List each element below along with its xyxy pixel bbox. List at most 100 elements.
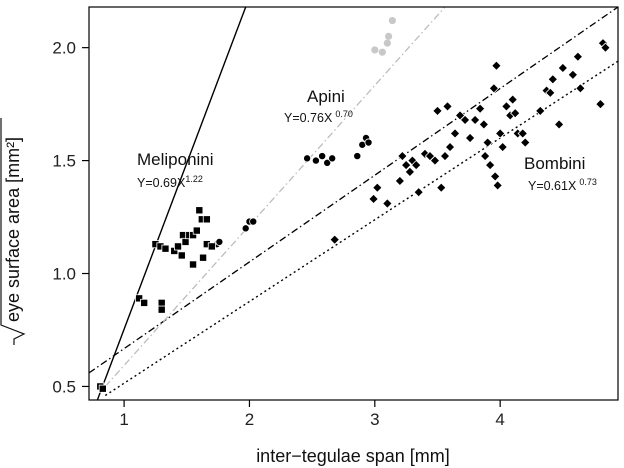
point-bombini — [439, 150, 451, 162]
fit-line-meliponini — [96, 7, 247, 400]
label-apini: Apini — [307, 87, 345, 106]
point-meliponini — [157, 305, 166, 314]
point-bombini — [600, 42, 611, 53]
equation-bombini: Y=0.61X 0.73 — [528, 177, 597, 193]
point-apini-light — [371, 46, 379, 54]
point-meliponini — [135, 294, 144, 303]
point-meliponini — [161, 244, 170, 253]
point-bombini — [575, 83, 586, 94]
point-meliponini — [192, 226, 201, 235]
point-bombini — [478, 119, 490, 130]
point-meliponini — [98, 384, 107, 393]
point-meliponini — [195, 206, 204, 215]
point-apini-light — [388, 16, 396, 25]
point-meliponini — [189, 260, 198, 269]
equation-meliponini: Y=0.69X1.22 — [137, 174, 203, 190]
point-apini — [215, 237, 224, 246]
sqrt-sign-icon — [0, 118, 26, 345]
point-bombini — [368, 193, 379, 205]
point-apini — [328, 154, 337, 163]
point-bombini — [474, 103, 486, 114]
point-apini — [323, 158, 332, 167]
point-bombini — [469, 114, 481, 126]
x-axis: 1 2 3 4 — [119, 400, 505, 429]
point-bombini — [419, 148, 431, 159]
point-meliponini — [157, 298, 166, 307]
point-bombini — [507, 94, 518, 105]
point-bombini — [449, 128, 461, 139]
data-points — [96, 16, 611, 393]
fit-line-apini-light — [104, 7, 446, 387]
x-tick-label: 4 — [495, 410, 504, 429]
point-apini-light — [378, 48, 386, 56]
point-apini — [249, 217, 258, 226]
point-bombini — [394, 175, 406, 187]
point-bombini — [372, 182, 383, 193]
y-tick-label: 2.0 — [52, 39, 76, 58]
point-bombini — [404, 166, 416, 178]
point-apini — [318, 152, 327, 161]
point-bombini — [557, 62, 569, 74]
fit-line-apini — [89, 7, 618, 374]
point-apini — [311, 156, 320, 165]
equation-apini: Y=0.76X 0.70 — [284, 109, 353, 125]
y-tick-label: 0.5 — [52, 377, 76, 396]
point-meliponini — [181, 237, 190, 246]
point-bombini — [491, 60, 502, 71]
point-bombini — [479, 150, 491, 162]
point-bombini — [510, 107, 521, 119]
point-apini — [241, 224, 250, 233]
point-bombini — [484, 159, 496, 171]
point-apini-light — [383, 39, 391, 47]
equation-apini-exponent: 0.70 — [335, 109, 353, 119]
point-bombini — [517, 128, 528, 139]
point-meliponini — [177, 251, 186, 260]
y-axis-title-group: eye surface area [mm²] — [0, 118, 26, 345]
label-bombini: Bombini — [524, 154, 585, 173]
point-bombini — [464, 132, 476, 144]
point-meliponini — [202, 215, 211, 224]
equation-bombini-base: Y=0.61X — [528, 179, 577, 193]
point-bombini — [432, 105, 443, 117]
point-bombini — [567, 69, 579, 80]
point-meliponini — [207, 242, 216, 251]
y-axis-title: eye surface area [mm²] — [3, 137, 23, 322]
equation-apini-base: Y=0.76X — [284, 111, 333, 125]
x-tick-label: 1 — [119, 410, 128, 429]
y-axis: 0.5 1.0 1.5 2.0 — [52, 39, 89, 396]
point-bombini — [442, 101, 453, 112]
point-bombini — [329, 234, 340, 245]
point-bombini — [436, 182, 447, 193]
point-bombini — [545, 87, 556, 98]
equation-meliponini-exponent: 1.22 — [185, 174, 203, 184]
point-bombini — [413, 187, 424, 198]
point-bombini — [400, 159, 412, 171]
point-apini — [303, 154, 312, 163]
y-tick-label: 1.0 — [52, 265, 76, 284]
point-meliponini — [174, 242, 183, 251]
point-bombini — [547, 74, 558, 85]
label-meliponini: Meliponini — [137, 150, 214, 169]
point-bombini — [572, 51, 584, 62]
point-bombini — [553, 119, 565, 130]
point-bombini — [520, 137, 531, 148]
point-meliponini — [140, 298, 149, 307]
y-tick-label: 1.5 — [52, 152, 76, 171]
point-bombini — [492, 180, 503, 191]
point-bombini — [595, 98, 606, 110]
point-bombini — [495, 128, 506, 139]
x-tick-label: 3 — [370, 410, 379, 429]
point-bombini — [444, 141, 456, 153]
point-bombini — [488, 83, 500, 94]
point-bombini — [489, 171, 501, 182]
point-bombini — [429, 155, 441, 166]
point-apini — [353, 152, 362, 161]
x-tick-label: 2 — [245, 410, 254, 429]
point-bombini — [459, 114, 471, 126]
point-bombini — [535, 105, 546, 117]
x-axis-title: inter−tegulae span [mm] — [256, 446, 450, 466]
point-apini-light — [384, 32, 393, 40]
equation-bombini-exponent: 0.73 — [579, 177, 597, 187]
point-bombini — [497, 141, 508, 153]
